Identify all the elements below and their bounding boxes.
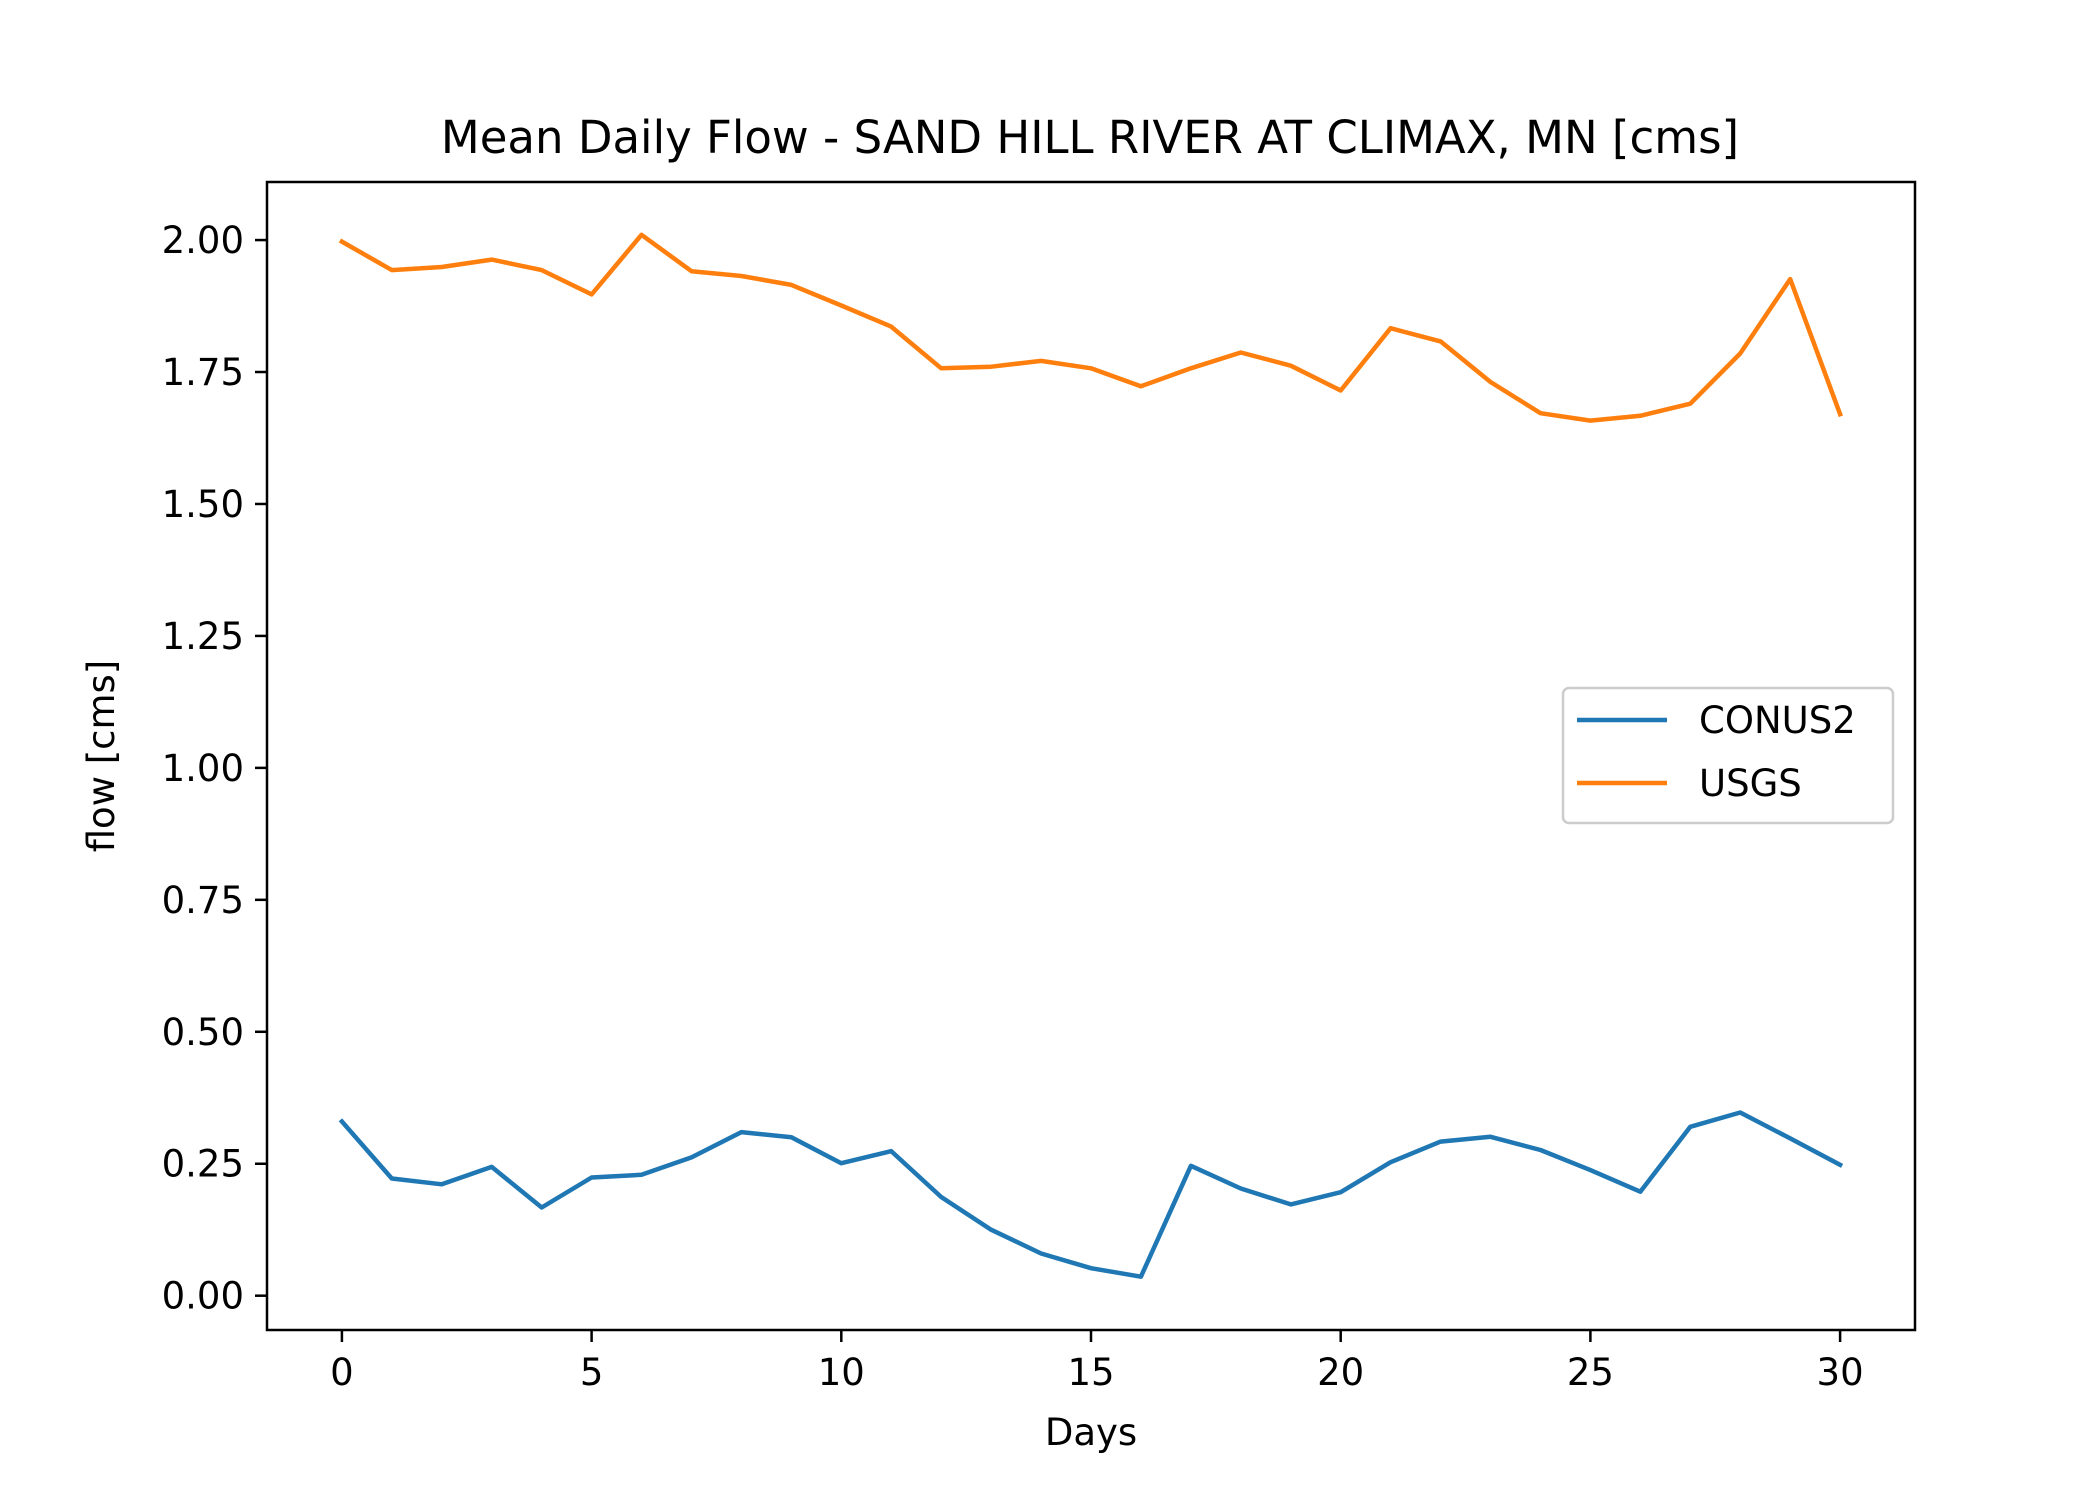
y-axis-label: flow [cms] [80, 660, 123, 853]
x-tick-label: 25 [1567, 1351, 1614, 1394]
x-tick-label: 10 [818, 1351, 865, 1394]
y-axis: 0.00 0.25 0.50 0.75 1.00 1.25 1.50 1.75 2.00 [162, 219, 267, 1318]
y-tick-label: 1.25 [162, 615, 244, 658]
y-tick-label: 2.00 [162, 219, 244, 262]
series-line-conus2 [338, 1110, 1844, 1279]
y-tick-label: 0.75 [162, 879, 244, 922]
legend-label-usgs: USGS [1699, 762, 1802, 805]
y-tick-label: 0.50 [162, 1011, 244, 1054]
y-tick-label: 1.50 [162, 483, 244, 526]
legend-label-conus2: CONUS2 [1699, 699, 1856, 742]
chart-title: Mean Daily Flow - SAND HILL RIVER AT CLI… [441, 111, 1739, 164]
x-tick-label: 15 [1067, 1351, 1114, 1394]
y-tick-label: 0.25 [162, 1143, 244, 1186]
x-tick-label: 0 [330, 1351, 354, 1394]
x-axis: 0 5 10 15 20 25 30 [330, 1330, 1864, 1394]
y-tick-label: 0.00 [162, 1275, 244, 1318]
series-layer [338, 232, 1844, 1279]
x-axis-label: Days [1045, 1411, 1137, 1454]
x-tick-label: 5 [580, 1351, 604, 1394]
legend: CONUS2 USGS [1561, 686, 1895, 825]
x-tick-label: 20 [1317, 1351, 1364, 1394]
x-tick-label: 30 [1817, 1351, 1864, 1394]
y-tick-label: 1.75 [162, 351, 244, 394]
y-tick-label: 1.00 [162, 747, 244, 790]
series-line-usgs [338, 232, 1843, 423]
